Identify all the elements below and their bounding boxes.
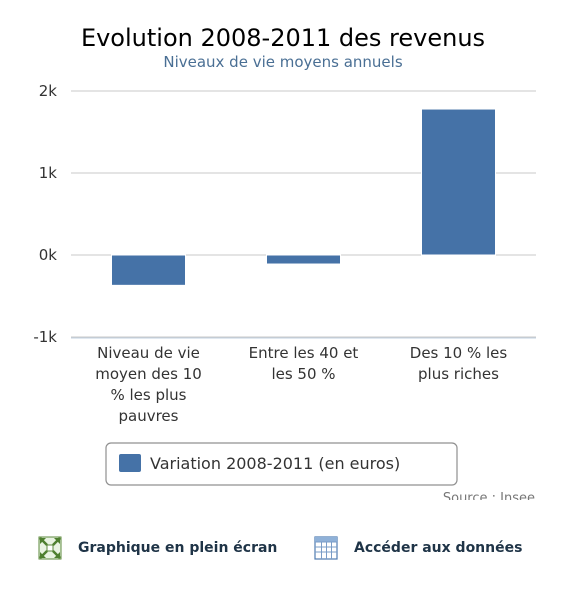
data-link[interactable]: Accéder aux données xyxy=(314,528,522,568)
x-tick-label-line: moyen des 10 xyxy=(95,365,202,383)
x-tick-label-line: % les plus xyxy=(110,386,186,404)
y-tick-label: 0k xyxy=(39,246,58,264)
table-icon xyxy=(314,536,338,560)
bar[interactable] xyxy=(421,108,496,256)
data-link-label: Accéder aux données xyxy=(354,540,523,556)
x-tick-label-line: pauvres xyxy=(119,407,179,425)
bars xyxy=(111,108,496,286)
x-tick-label-line: Des 10 % les xyxy=(410,344,508,362)
chart-links: Graphique en plein écran Accéder aux don… xyxy=(38,528,548,568)
x-tick-label: Entre les 40 et les 50 % xyxy=(249,344,359,383)
legend[interactable]: Variation 2008-2011 (en euros) xyxy=(105,442,458,486)
x-tick-label-line: Niveau de vie xyxy=(97,344,200,362)
bar[interactable] xyxy=(266,254,341,265)
chart-title: Evolution 2008-2011 des revenus xyxy=(81,24,485,52)
x-axis-labels: Niveau de vie moyen des 10 % les plus pauvr… xyxy=(95,344,507,425)
fullscreen-link-label: Graphique en plein écran xyxy=(78,540,278,556)
legend-box xyxy=(105,442,458,486)
y-tick-label: -1k xyxy=(33,328,57,346)
bar[interactable] xyxy=(111,254,186,286)
x-tick-label: Des 10 % les plus riches xyxy=(410,344,508,383)
fullscreen-link[interactable]: Graphique en plein écran xyxy=(38,528,277,568)
chart-credit[interactable]: Source : Insee xyxy=(443,491,535,500)
fullscreen-icon xyxy=(38,536,62,560)
chart: Evolution 2008-2011 des revenus Niveaux … xyxy=(33,24,536,500)
x-tick-label: Niveau de vie moyen des 10 % les plus pauvr… xyxy=(95,344,202,425)
x-tick-label-line: les 50 % xyxy=(271,365,335,383)
y-tick-label: 2k xyxy=(39,82,58,100)
legend-item-label: Variation 2008-2011 (en euros) xyxy=(150,454,400,473)
y-axis-labels: 2k 1k 0k -1k xyxy=(33,82,57,346)
x-tick-label-line: Entre les 40 et xyxy=(249,344,359,362)
x-tick-label-line: plus riches xyxy=(418,365,499,383)
legend-swatch xyxy=(119,454,141,472)
y-tick-label: 1k xyxy=(39,164,58,182)
chart-subtitle: Niveaux de vie moyens annuels xyxy=(163,53,402,71)
